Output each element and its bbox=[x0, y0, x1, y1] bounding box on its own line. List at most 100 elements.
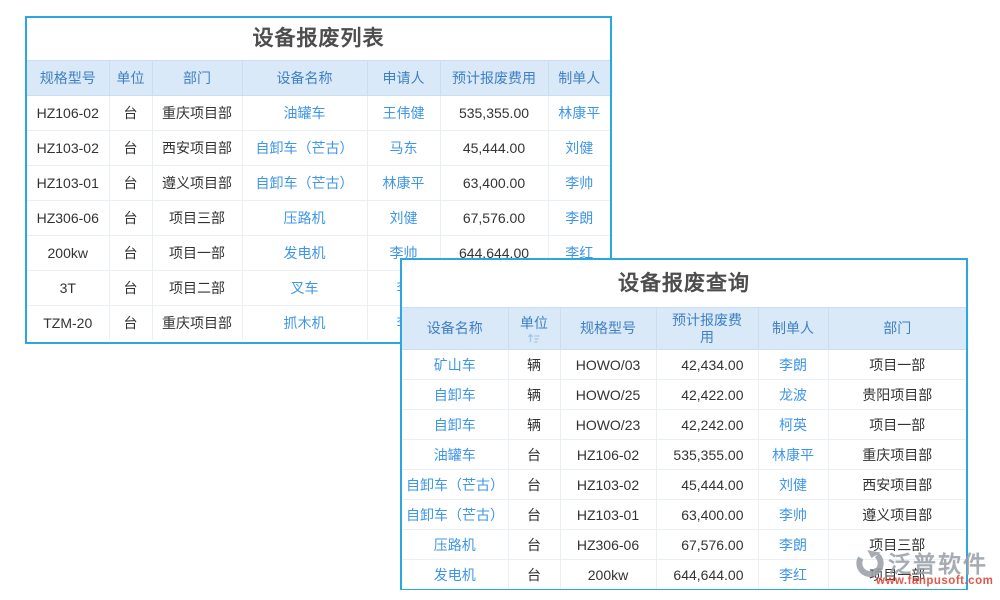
table-cell[interactable]: 油罐车 bbox=[402, 439, 509, 470]
table-cell[interactable]: 王伟健 bbox=[366, 95, 441, 131]
watermark-brand-name: 泛普软件 bbox=[888, 551, 988, 577]
table-cell: 项目二部 bbox=[151, 270, 243, 306]
table-cell: HZ106-02 bbox=[559, 439, 657, 470]
fanpu-logo-icon bbox=[856, 549, 884, 577]
table-cell: HZ306-06 bbox=[27, 200, 110, 236]
column-header-label: 部门 bbox=[883, 320, 912, 336]
table-cell: 项目一部 bbox=[827, 559, 966, 589]
table-cell: 项目三部 bbox=[151, 200, 243, 236]
table-cell: 项目一部 bbox=[151, 235, 243, 271]
table-cell: 42,242.00 bbox=[655, 409, 759, 440]
table-cell: 西安项目部 bbox=[151, 130, 243, 166]
table-cell[interactable]: 龙波 bbox=[757, 379, 829, 410]
table-cell[interactable]: 李朗 bbox=[757, 349, 829, 380]
table-cell[interactable]: 林康平 bbox=[757, 439, 829, 470]
column-header-label: 单位 bbox=[116, 69, 145, 86]
column-header: 制单人 bbox=[757, 307, 829, 350]
column-header: 规格型号 bbox=[27, 60, 110, 96]
table-cell[interactable]: 刘健 bbox=[757, 469, 829, 500]
table-cell: 西安项目部 bbox=[827, 469, 966, 500]
table-cell[interactable]: 叉车 bbox=[241, 270, 368, 306]
table-cell: 辆 bbox=[507, 379, 561, 410]
column-header: 设备名称 bbox=[241, 60, 368, 96]
table-cell[interactable]: 李红 bbox=[757, 559, 829, 589]
column-header-label: 设备名称 bbox=[426, 320, 483, 336]
table-cell[interactable]: 李帅 bbox=[757, 499, 829, 530]
table-cell: HZ103-02 bbox=[559, 469, 657, 500]
column-header-label: 预计报废费用 bbox=[452, 69, 536, 86]
column-header: 设备名称 bbox=[402, 307, 509, 350]
table-cell: 台 bbox=[507, 529, 561, 560]
table-cell[interactable]: 自卸车 bbox=[402, 409, 509, 440]
table-cell[interactable]: 李帅 bbox=[547, 165, 610, 201]
table-cell[interactable]: 自卸车（芒古） bbox=[402, 499, 509, 530]
table-cell: 遵义项目部 bbox=[827, 499, 966, 530]
table-row: 自卸车辆 HOWO/23 42,242.00 柯英 项目一部 bbox=[402, 409, 966, 440]
table-cell[interactable]: 压路机 bbox=[241, 200, 368, 236]
table-row: 自卸车辆 HOWO/25 42,422.00 龙波 贵阳项目部 bbox=[402, 379, 966, 410]
table-cell: 63,400.00 bbox=[655, 499, 759, 530]
column-header-label: 规格型号 bbox=[39, 69, 96, 86]
column-header-label: 制单人 bbox=[772, 320, 814, 336]
table-cell[interactable]: 抓木机 bbox=[241, 305, 368, 340]
table-cell: 台 bbox=[108, 95, 153, 131]
column-header: 制单人 bbox=[547, 60, 610, 96]
table-cell[interactable]: 自卸车（芒古） bbox=[402, 469, 509, 500]
table-cell: HZ103-01 bbox=[559, 499, 657, 530]
column-header-label: 单位 bbox=[520, 314, 548, 331]
table-cell[interactable]: 发电机 bbox=[241, 235, 368, 271]
scrap-query-panel: 设备报废查询 设备名称 单位 规格型号 预计报废费用 制单人 部门 矿山车辆 HOWO/03 4… bbox=[400, 258, 968, 590]
column-header-label: 制单人 bbox=[558, 69, 601, 86]
table-cell: TZM-20 bbox=[27, 305, 110, 340]
table-cell[interactable]: 刘健 bbox=[547, 130, 610, 166]
sort-icon bbox=[527, 333, 541, 343]
table-cell: HZ306-06 bbox=[559, 529, 657, 560]
column-header: 规格型号 bbox=[559, 307, 657, 350]
column-header: 部门 bbox=[827, 307, 966, 350]
table-row: HZ103-02 台西安项目部 自卸车（芒古） 马东 45,444.00 刘健 bbox=[27, 130, 610, 166]
table-cell: 535,355.00 bbox=[655, 439, 759, 470]
table-cell[interactable]: 刘健 bbox=[366, 200, 441, 236]
table-cell[interactable]: 油罐车 bbox=[241, 95, 368, 131]
table-row: HZ306-06 台项目三部 压路机 刘健 67,576.00 李朗 bbox=[27, 200, 610, 236]
table-cell[interactable]: 林康平 bbox=[547, 95, 610, 131]
table-cell: 台 bbox=[108, 130, 153, 166]
table-cell: 45,444.00 bbox=[655, 469, 759, 500]
table-cell: 台 bbox=[108, 235, 153, 271]
table-cell: 遵义项目部 bbox=[151, 165, 243, 201]
column-header-label: 部门 bbox=[183, 69, 211, 86]
table-cell: 台 bbox=[108, 270, 153, 306]
table-cell[interactable]: 发电机 bbox=[402, 559, 509, 589]
scrap-query-table: 设备名称 单位 规格型号 预计报废费用 制单人 部门 矿山车辆 HOWO/03 42,434.0… bbox=[402, 307, 966, 589]
table-cell: 42,434.00 bbox=[655, 349, 759, 380]
table-cell: 3T bbox=[27, 270, 110, 306]
table-cell[interactable]: 柯英 bbox=[757, 409, 829, 440]
table-cell: 台 bbox=[108, 305, 153, 340]
table-cell: 台 bbox=[108, 165, 153, 201]
table-cell[interactable]: 林康平 bbox=[366, 165, 441, 201]
column-header: 单位 bbox=[108, 60, 153, 96]
table-row: 压路机台 HZ306-06 67,576.00 李朗 项目三部 bbox=[402, 529, 966, 560]
table-cell: 台 bbox=[507, 559, 561, 589]
table-cell: 重庆项目部 bbox=[151, 305, 243, 340]
panel-title: 设备报废列表 bbox=[252, 27, 385, 50]
table-cell: 贵阳项目部 bbox=[827, 379, 966, 410]
column-header[interactable]: 单位 bbox=[507, 307, 561, 350]
table-cell: HZ103-01 bbox=[27, 165, 110, 201]
table-cell[interactable]: 自卸车（芒古） bbox=[241, 130, 368, 166]
table-cell[interactable]: 矿山车 bbox=[402, 349, 509, 380]
table-cell[interactable]: 李朗 bbox=[757, 529, 829, 560]
table-cell: 45,444.00 bbox=[439, 130, 549, 166]
table-row: 油罐车台 HZ106-02 535,355.00 林康平 重庆项目部 bbox=[402, 439, 966, 470]
table-cell: HOWO/03 bbox=[559, 349, 657, 380]
table-cell[interactable]: 压路机 bbox=[402, 529, 509, 560]
table-cell: 644,644.00 bbox=[655, 559, 759, 589]
table-cell[interactable]: 自卸车（芒古） bbox=[241, 165, 368, 201]
table-cell: 67,576.00 bbox=[439, 200, 549, 236]
table-cell: 辆 bbox=[507, 409, 561, 440]
table-cell[interactable]: 李朗 bbox=[547, 200, 610, 236]
table-cell: 535,355.00 bbox=[439, 95, 549, 131]
table-cell: HZ103-02 bbox=[27, 130, 110, 166]
table-cell[interactable]: 自卸车 bbox=[402, 379, 509, 410]
table-cell[interactable]: 马东 bbox=[366, 130, 441, 166]
